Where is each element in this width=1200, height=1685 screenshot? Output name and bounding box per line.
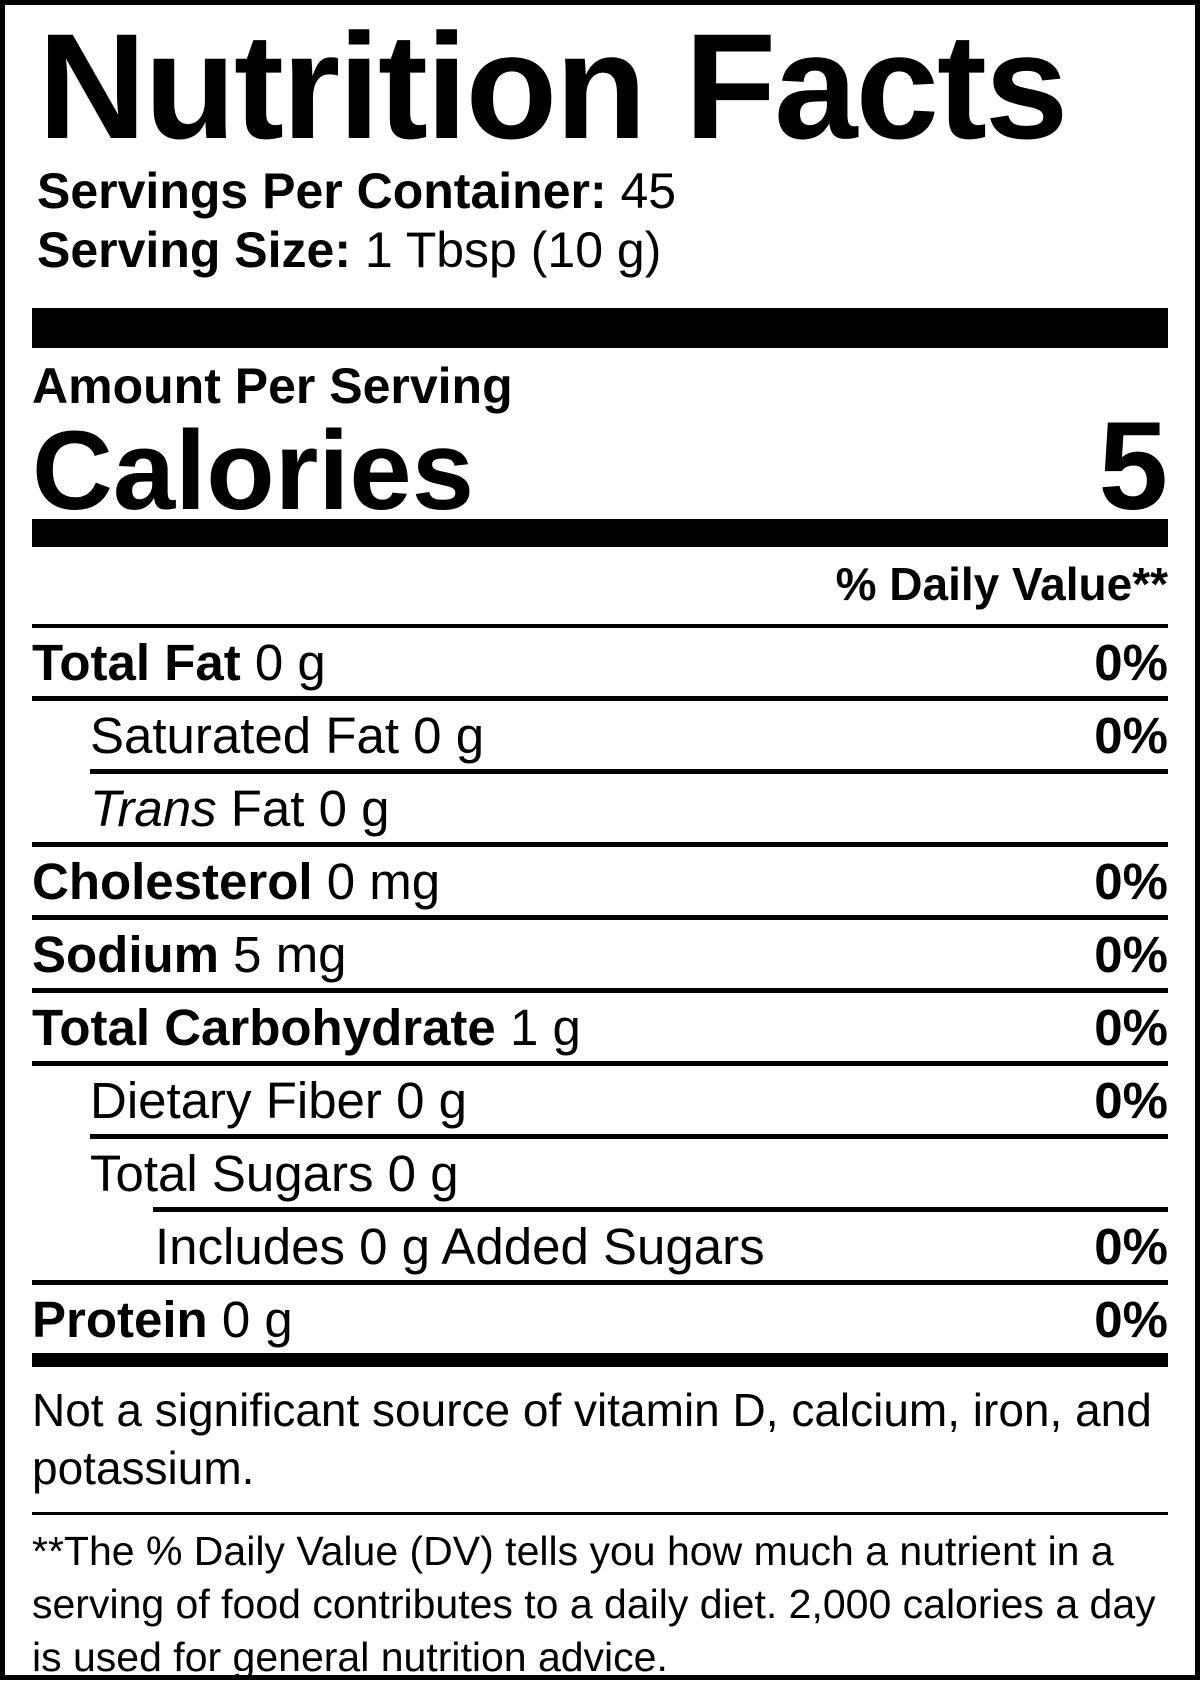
- divider-rule: [32, 842, 1168, 847]
- calories-value: 5: [1098, 397, 1168, 536]
- divider-rule: [32, 624, 1168, 628]
- nutrient-row-trans-fat: Trans Fat 0 g: [32, 774, 1168, 842]
- nutrient-daily-value: 0%: [1094, 852, 1168, 910]
- amount-per-serving-heading: Amount Per Serving: [32, 358, 513, 414]
- servings-per-container: Servings Per Container: 45: [37, 162, 1168, 221]
- nutrient-daily-value: 0%: [1094, 706, 1168, 764]
- serving-size: Serving Size: 1 Tbsp (10 g): [37, 221, 1168, 280]
- divider-rule: [90, 1134, 1168, 1139]
- thick-divider-bar-top: [32, 308, 1168, 348]
- nutrient-name: Protein 0 g: [32, 1290, 293, 1348]
- nutrient-row-sodium: Sodium 5 mg 0%: [32, 920, 1168, 988]
- nutrient-name: Sodium 5 mg: [32, 925, 347, 983]
- thick-divider-bar-bottom: [32, 1353, 1168, 1367]
- calories-row: Calories 5: [32, 397, 1168, 536]
- not-significant-note: Not a significant source of vitamin D, c…: [32, 1384, 1152, 1495]
- divider-rule: [32, 1511, 1168, 1515]
- nutrient-name: Saturated Fat 0 g: [90, 706, 485, 764]
- label-title: Nutrition Facts: [38, 2, 1068, 170]
- nutrient-daily-value: 0%: [1094, 925, 1168, 983]
- nutrient-row-total-sugars: Total Sugars 0 g: [32, 1139, 1168, 1207]
- divider-rule: [153, 1207, 1168, 1212]
- nutrient-row-total-carbohydrate: Total Carbohydrate 1 g 0%: [32, 993, 1168, 1061]
- daily-value-header: % Daily Value**: [835, 558, 1168, 610]
- nutrient-row-saturated-fat: Saturated Fat 0 g 0%: [32, 701, 1168, 769]
- divider-rule: [32, 988, 1168, 993]
- nutrient-name: Includes 0 g Added Sugars: [155, 1217, 765, 1275]
- divider-rule: [32, 1280, 1168, 1285]
- nutrient-row-added-sugars: Includes 0 g Added Sugars 0%: [32, 1212, 1168, 1280]
- divider-rule: [90, 769, 1168, 774]
- nutrient-name: Total Fat 0 g: [32, 633, 326, 691]
- servings-per-container-value: 45: [606, 163, 677, 219]
- nutrient-name: Total Carbohydrate 1 g: [32, 998, 581, 1056]
- nutrient-daily-value: 0%: [1094, 1071, 1168, 1129]
- nutrient-row-protein: Protein 0 g 0%: [32, 1285, 1168, 1353]
- nutrient-name: Trans Fat 0 g: [90, 779, 390, 837]
- nutrient-row-cholesterol: Cholesterol 0 mg 0%: [32, 847, 1168, 915]
- serving-size-label: Serving Size:: [37, 222, 351, 278]
- thick-divider-bar-middle: [32, 519, 1168, 547]
- serving-size-value: 1 Tbsp (10 g): [351, 222, 662, 278]
- nutrient-name: Total Sugars 0 g: [90, 1144, 459, 1202]
- nutrient-row-dietary-fiber: Dietary Fiber 0 g 0%: [32, 1066, 1168, 1134]
- nutrient-daily-value: 0%: [1094, 633, 1168, 691]
- divider-rule: [32, 1061, 1168, 1066]
- servings-per-container-label: Servings Per Container:: [37, 163, 607, 219]
- nutrient-daily-value: 0%: [1094, 998, 1168, 1056]
- divider-rule: [32, 696, 1168, 701]
- nutrient-row-total-fat: Total Fat 0 g 0%: [32, 628, 1168, 696]
- nutrient-name: Dietary Fiber 0 g: [90, 1071, 467, 1129]
- calories-label: Calories: [32, 408, 474, 533]
- daily-value-footnote: **The % Daily Value (DV) tells you how m…: [32, 1527, 1156, 1681]
- nutrient-daily-value: 0%: [1094, 1217, 1168, 1275]
- nutrient-name: Cholesterol 0 mg: [32, 852, 441, 910]
- divider-rule: [32, 915, 1168, 920]
- nutrient-daily-value: 0%: [1094, 1290, 1168, 1348]
